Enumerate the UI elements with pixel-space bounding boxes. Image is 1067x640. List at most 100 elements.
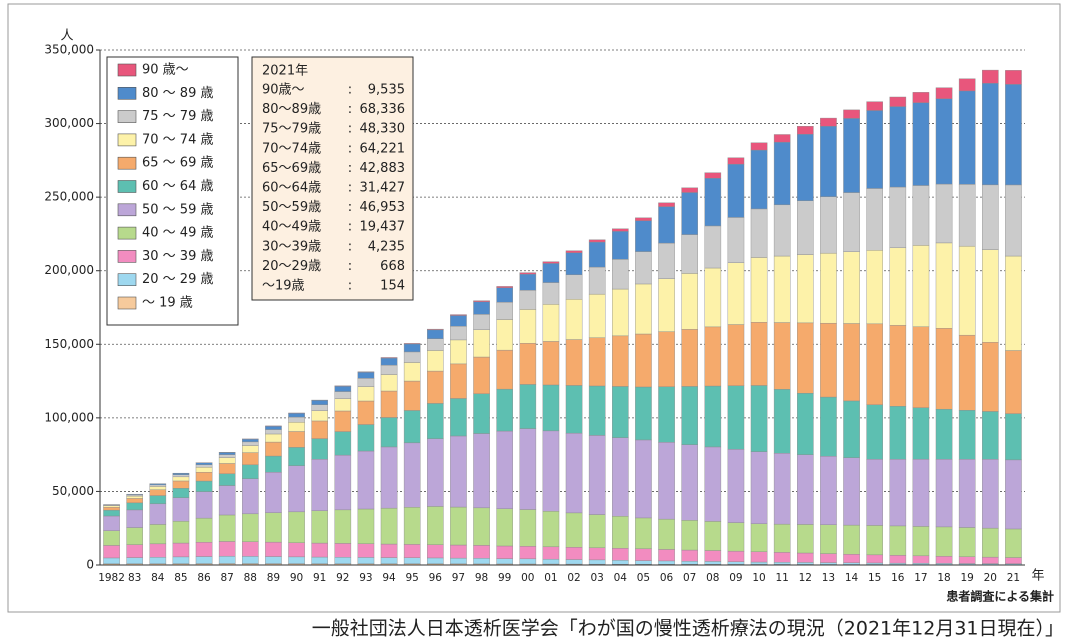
bar-segment (565, 547, 583, 560)
bar-segment (473, 300, 490, 303)
bar-segment (704, 521, 722, 551)
bar-segment (450, 326, 467, 341)
bar-segment (1005, 557, 1022, 564)
bar-segment (195, 542, 213, 557)
bar-segment (265, 441, 282, 457)
bar-segment (935, 459, 953, 528)
bar-segment (288, 556, 305, 564)
bar-segment (635, 220, 652, 252)
bar-segment (935, 98, 953, 185)
bar-segment (843, 524, 860, 555)
bar-segment (450, 435, 467, 508)
bar-segment (149, 489, 167, 496)
bar-segment (820, 196, 837, 254)
bar-segment (496, 508, 513, 547)
bar-segment (982, 249, 999, 343)
bar-segment (195, 464, 213, 468)
bar-segment (149, 484, 167, 487)
bar-segment (982, 556, 999, 564)
bar-segment (311, 510, 328, 544)
bar-segment (750, 523, 768, 552)
x-tick-label: 09 (729, 572, 742, 584)
bar-segment (427, 506, 444, 545)
bar-segment (866, 110, 883, 189)
legend-label: 40 ～ 49 歳 (142, 226, 213, 241)
bar-segment (612, 231, 629, 260)
bar-segment (612, 516, 629, 549)
info-box (251, 56, 414, 301)
bar-segment (704, 550, 722, 562)
bar-segment (889, 106, 907, 188)
bar-segment (889, 247, 907, 326)
bar-segment (357, 508, 375, 544)
bar-segment (727, 561, 745, 565)
bar-segment (727, 157, 745, 165)
info-value: 48,330 (360, 122, 406, 137)
bar-segment (982, 184, 999, 250)
bar-segment (797, 134, 814, 201)
bar-segment (750, 322, 768, 386)
note: 患者調査による集計 (946, 589, 1054, 604)
bar-segment (681, 561, 698, 565)
bar-segment (427, 403, 444, 439)
info-separator: : (348, 200, 352, 215)
bar-segment (773, 562, 791, 565)
bar-segment (658, 202, 675, 207)
bar-segment (797, 322, 814, 394)
bar-segment (103, 545, 120, 559)
bar-segment (473, 314, 490, 330)
y-tick-label: 150,000 (44, 337, 94, 351)
bar-segment (149, 503, 167, 525)
bar-segment (542, 304, 560, 342)
bar-segment (357, 400, 375, 425)
bar-segment (773, 204, 791, 257)
bar-segment (750, 561, 768, 565)
info-label: 90歳～ (262, 83, 305, 98)
info-label: ～19歳 (262, 279, 305, 294)
x-tick-label: 17 (914, 572, 927, 584)
bar-segment (843, 251, 860, 324)
info-label: 80～89歳 (262, 102, 321, 117)
bar-segment (542, 263, 560, 283)
bar-segment (635, 560, 652, 565)
bar-segment (773, 523, 791, 553)
bar-segment (912, 245, 930, 327)
bar-segment (403, 557, 421, 564)
bar-segment (912, 92, 930, 103)
bar-segment (912, 326, 930, 408)
bar-segment (103, 505, 120, 508)
bar-segment (635, 548, 652, 561)
x-tick-label: 86 (197, 572, 211, 584)
bar-segment (265, 556, 282, 564)
bar-segment (565, 299, 583, 340)
bar-segment (126, 502, 143, 511)
bar-segment (126, 544, 143, 558)
bar-segment (866, 188, 883, 251)
bar-segment (473, 558, 490, 565)
bar-segment (218, 463, 236, 474)
bar-segment (357, 543, 375, 558)
info-label: 60～64歳 (262, 181, 321, 196)
legend: 90 歳～ 80 ～ 89 歳 75 ～ 79 歳 70 ～ 74 歳 65 ～ 69 … (117, 63, 213, 311)
bar-segment (265, 541, 282, 557)
bar-segment (982, 459, 999, 529)
bar-segment (658, 242, 675, 279)
bar-segment (1005, 350, 1022, 414)
bar-segment (334, 454, 352, 511)
info-separator: : (348, 161, 352, 176)
info-separator: : (348, 102, 352, 117)
bar-segment (982, 69, 999, 84)
bar-segment (773, 389, 791, 454)
x-tick-label: 13 (822, 572, 835, 584)
x-tick-label: 87 (221, 572, 234, 584)
info-value: 4,235 (368, 239, 405, 254)
bar-segment (218, 514, 236, 542)
x-tick-label: 16 (891, 572, 905, 584)
x-tick-label: 02 (567, 572, 580, 584)
legend-swatch (117, 180, 137, 193)
bar-segment (473, 301, 490, 315)
bar-segment (635, 251, 652, 285)
y-tick-label: 300,000 (44, 116, 94, 130)
bar-segment (519, 272, 537, 275)
y-tick-label: 100,000 (44, 410, 94, 424)
